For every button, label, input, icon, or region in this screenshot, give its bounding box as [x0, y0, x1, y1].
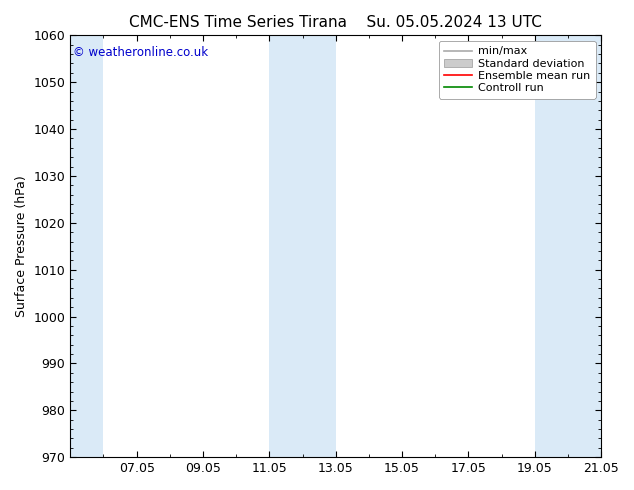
Bar [70, 35, 103, 457]
Text: © weatheronline.co.uk: © weatheronline.co.uk [73, 46, 208, 59]
Title: CMC-ENS Time Series Tirana    Su. 05.05.2024 13 UTC: CMC-ENS Time Series Tirana Su. 05.05.202… [129, 15, 542, 30]
Bar [534, 35, 601, 457]
Bar [269, 35, 336, 457]
Y-axis label: Surface Pressure (hPa): Surface Pressure (hPa) [15, 175, 28, 317]
Legend: min/max, Standard deviation, Ensemble mean run, Controll run: min/max, Standard deviation, Ensemble me… [439, 41, 595, 98]
